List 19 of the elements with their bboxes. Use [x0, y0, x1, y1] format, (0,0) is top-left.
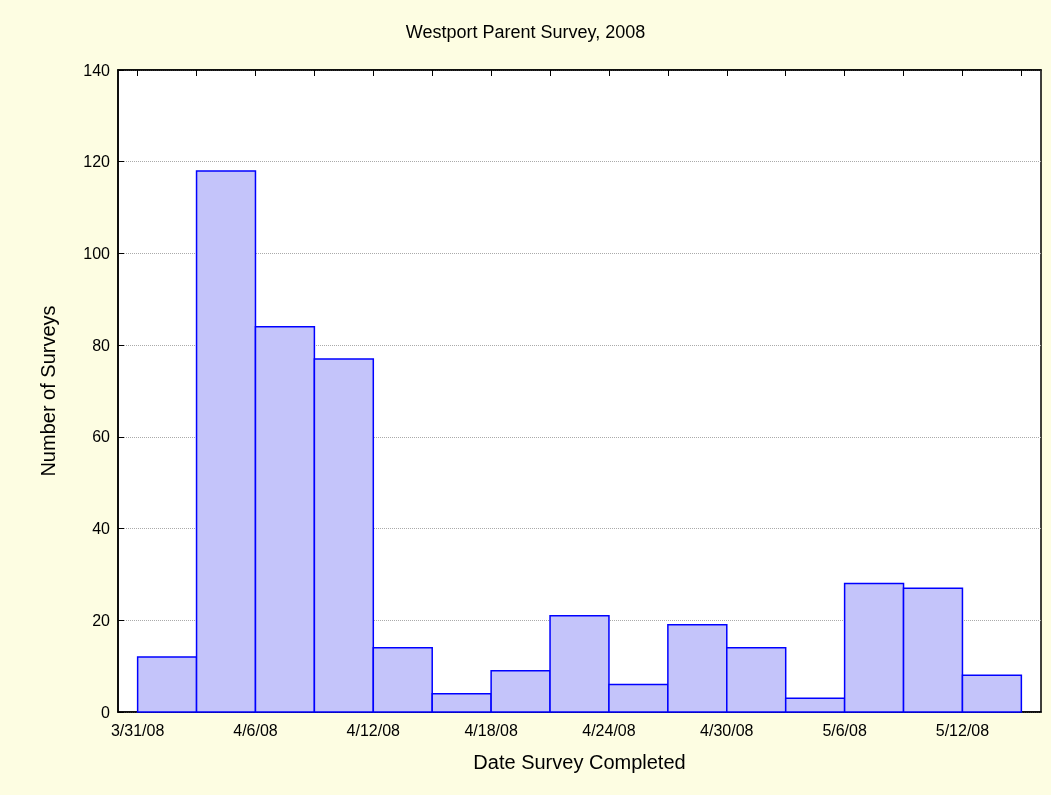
x-tick-label: 5/12/08 [935, 721, 990, 739]
y-tick-label: 120 [83, 153, 111, 171]
x-tick-label: 4/24/08 [582, 721, 636, 739]
x-axis-title: Date Survey Completed [473, 751, 686, 773]
y-tick-label: 80 [92, 336, 111, 354]
y-tick-label: 140 [83, 61, 111, 79]
x-tick-label: 4/12/08 [346, 721, 401, 739]
x-tick-label: 5/6/08 [822, 721, 867, 739]
y-axis-title: Number of Surveys [37, 305, 59, 477]
y-tick-label: 0 [101, 703, 111, 721]
x-tick-label: 4/6/08 [233, 721, 278, 739]
x-tick-label: 4/18/08 [464, 721, 518, 739]
x-tick-label: 3/31/08 [110, 721, 165, 739]
chart-title: Westport Parent Survey, 2008 [405, 22, 646, 42]
y-tick-label: 60 [92, 428, 111, 446]
y-tick-label: 20 [92, 611, 111, 629]
y-tick-label: 40 [92, 520, 111, 538]
x-tick-label: 4/30/08 [700, 721, 754, 739]
y-tick-label: 100 [83, 244, 111, 262]
